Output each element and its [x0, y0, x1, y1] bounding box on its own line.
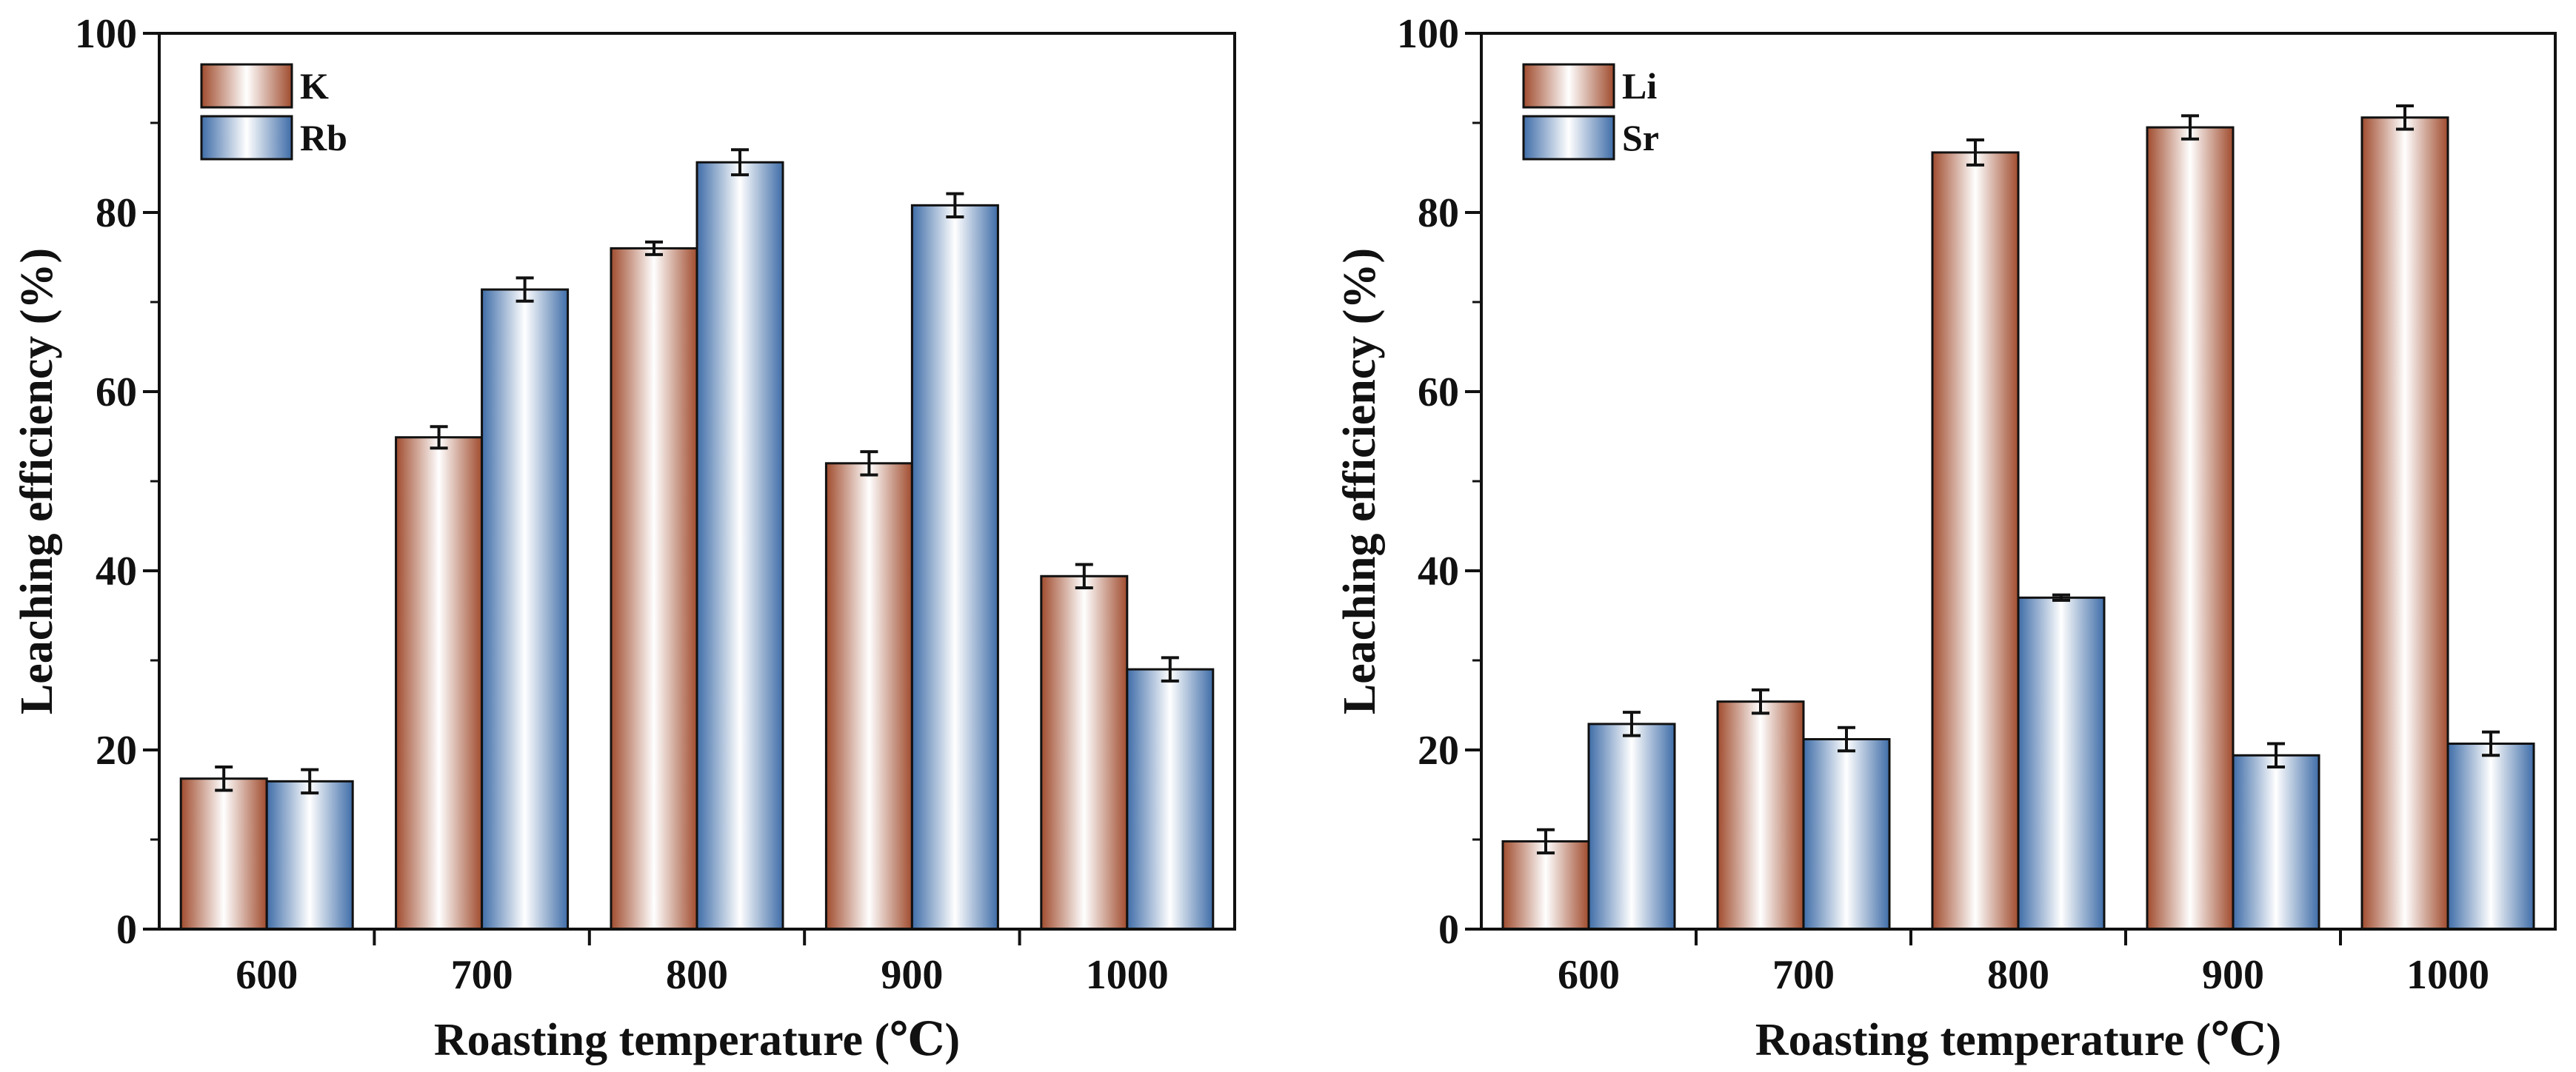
bars-group [1501, 104, 2535, 931]
bar-sr-800 [2017, 596, 2106, 931]
y-tick-label-80: 80 [1418, 190, 1459, 236]
series-rb [265, 148, 1215, 931]
bar-k-600 [179, 777, 268, 931]
y-tick-label-100: 100 [1397, 11, 1459, 57]
y-axis: 0 20 40 60 80 100 [1397, 11, 1481, 953]
x-tick-label-600: 600 [1558, 952, 1620, 998]
y-tick-label-60: 60 [96, 369, 137, 415]
y-tick-label-20: 20 [96, 728, 137, 774]
x-tick-label-600: 600 [236, 952, 298, 998]
error-bar-k-900 [860, 450, 878, 477]
right-chart-panel: 0 20 40 60 80 100 600 700 800 900 1000 Roasting tem… [1335, 11, 2557, 1065]
bar-rb-600 [265, 780, 354, 931]
y-tick-label-40: 40 [1418, 549, 1459, 594]
y-axis-title: Leaching efficiency (%) [1335, 248, 1385, 714]
legend-swatch-k [200, 63, 293, 109]
x-tick-label-800: 800 [1987, 952, 2049, 998]
error-bar-li-600 [1537, 828, 1555, 855]
x-tick-label-900: 900 [2202, 952, 2264, 998]
bar-k-900 [824, 462, 913, 931]
y-axis: 0 20 40 60 80 100 [75, 11, 159, 953]
bar-k-700 [395, 436, 484, 931]
bar-li-900 [2146, 126, 2235, 931]
y-tick-label-100: 100 [75, 11, 137, 57]
y-axis-title: Leaching efficiency (%) [12, 248, 62, 714]
bar-sr-700 [1802, 737, 1891, 931]
legend-item-sr: Sr [1522, 115, 1659, 161]
bar-sr-600 [1587, 723, 1676, 931]
x-axis-title: Roasting temperature (℃) [434, 1015, 960, 1065]
x-axis: 600 700 800 900 1000 [236, 929, 1169, 998]
x-tick-label-700: 700 [1772, 952, 1835, 998]
bar-rb-1000 [1126, 668, 1215, 931]
bar-k-800 [610, 247, 698, 931]
legend-label-k: K [300, 65, 329, 107]
legend-swatch-rb [200, 115, 293, 161]
x-tick-label-1000: 1000 [1086, 952, 1169, 998]
legend-label-rb: Rb [300, 117, 347, 158]
bar-li-600 [1501, 840, 1590, 931]
y-tick-label-60: 60 [1418, 369, 1459, 415]
bar-rb-700 [481, 288, 570, 931]
y-tick-label-40: 40 [96, 549, 137, 594]
error-bar-li-1000 [2396, 104, 2414, 131]
error-bar-sr-1000 [2482, 730, 2500, 757]
error-bar-rb-700 [515, 276, 534, 303]
error-bar-li-800 [1966, 138, 1984, 167]
error-bar-k-800 [645, 240, 663, 256]
bar-rb-900 [910, 204, 999, 931]
error-bar-sr-900 [2267, 742, 2285, 768]
legend-label-li: Li [1622, 65, 1657, 107]
series-k [179, 240, 1129, 931]
bars-group [179, 148, 1215, 931]
error-bar-sr-700 [1838, 726, 1855, 753]
error-bar-rb-800 [731, 148, 749, 177]
bar-sr-1000 [2446, 743, 2535, 931]
error-bar-rb-600 [301, 768, 319, 795]
x-tick-label-900: 900 [881, 952, 943, 998]
x-tick-label-700: 700 [451, 952, 513, 998]
legend: K Rb [200, 63, 347, 161]
bar-sr-900 [2232, 754, 2320, 931]
y-tick-label-0: 0 [116, 907, 137, 953]
legend-label-sr: Sr [1622, 117, 1659, 158]
error-bar-li-700 [1752, 688, 1769, 715]
legend-swatch-li [1522, 63, 1615, 109]
y-tick-label-0: 0 [1438, 907, 1459, 953]
error-bar-sr-600 [1623, 711, 1641, 737]
legend-item-k: K [200, 63, 329, 109]
error-bar-rb-1000 [1161, 656, 1179, 683]
y-tick-label-80: 80 [96, 190, 137, 236]
legend: Li Sr [1522, 63, 1659, 161]
error-bar-k-600 [215, 765, 233, 792]
bar-k-1000 [1040, 574, 1129, 931]
error-bar-li-900 [2181, 114, 2199, 141]
x-tick-label-800: 800 [666, 952, 728, 998]
x-axis: 600 700 800 900 1000 [1558, 929, 2489, 998]
error-bar-sr-800 [2052, 593, 2070, 602]
legend-item-rb: Rb [200, 115, 347, 161]
bar-li-800 [1931, 151, 2020, 931]
legend-item-li: Li [1522, 63, 1657, 109]
bar-li-1000 [2360, 116, 2449, 931]
x-tick-label-1000: 1000 [2406, 952, 2489, 998]
left-chart-panel: 0 20 40 60 80 100 600 700 800 900 1000 Roasting tem… [12, 11, 1236, 1065]
error-bar-k-700 [430, 425, 448, 450]
y-tick-label-20: 20 [1418, 728, 1459, 774]
error-bar-rb-900 [946, 192, 964, 219]
legend-swatch-sr [1522, 115, 1615, 161]
bar-li-700 [1716, 700, 1805, 931]
error-bar-k-1000 [1075, 563, 1093, 589]
bar-rb-800 [695, 161, 784, 931]
x-axis-title: Roasting temperature (℃) [1755, 1015, 2281, 1065]
